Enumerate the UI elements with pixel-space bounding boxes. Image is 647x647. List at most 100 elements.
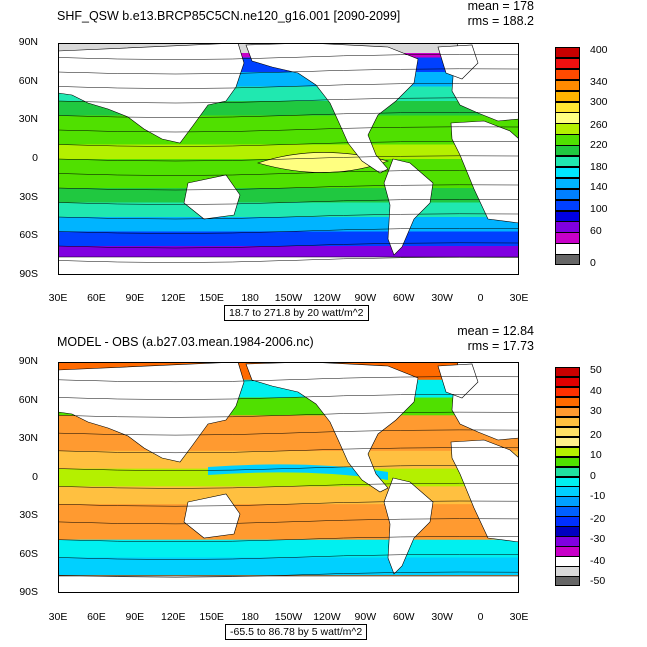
top-map-frame — [58, 43, 519, 275]
colorbar-swatch — [555, 232, 580, 244]
colorbar-swatch — [555, 536, 580, 547]
colorbar-label: 0 — [590, 257, 596, 269]
equatorial-negative-anomaly — [208, 464, 388, 480]
bottom-panel-rms: rms = 17.73 — [467, 339, 534, 353]
colorbar-label: 300 — [590, 96, 608, 108]
contour-line — [58, 482, 519, 489]
bottom-map — [58, 362, 519, 593]
subtropical-pacific-maximum — [256, 152, 390, 173]
land-africa — [450, 120, 519, 224]
contour-line — [58, 571, 519, 578]
lon-tick-label: 60E — [87, 611, 106, 623]
colorbar-swatch — [555, 436, 580, 448]
top-map — [58, 43, 519, 275]
bottom-map-frame — [58, 362, 519, 593]
colorbar-swatch — [555, 376, 580, 388]
bottom-panel-mean: mean = 12.84 — [457, 324, 534, 338]
colorbar-swatch — [555, 221, 580, 233]
colorbar-label: 30 — [590, 405, 602, 417]
colorbar-swatch — [555, 526, 580, 537]
contour-line — [58, 170, 519, 176]
colorbar-swatch — [555, 566, 580, 577]
colorbar-swatch — [555, 210, 580, 222]
colorbar-swatch — [555, 57, 580, 70]
colorbar-swatch — [555, 446, 580, 458]
lon-tick-label: 150E — [199, 292, 224, 304]
colorbar-label: 260 — [590, 119, 608, 131]
colorbar-swatch — [555, 476, 580, 487]
colorbar-swatch — [555, 466, 580, 477]
contour-line — [58, 411, 519, 418]
colorbar-label: 40 — [590, 385, 602, 397]
contour-line — [58, 394, 519, 400]
lon-tick-label: 90E — [125, 611, 145, 623]
colorbar-swatch — [555, 546, 580, 557]
contour-line — [58, 447, 519, 454]
land-northAmerica — [245, 362, 419, 493]
colorbar-label: -40 — [590, 555, 606, 567]
colorbar-swatch — [555, 101, 580, 113]
colorbar-label: -50 — [590, 575, 606, 587]
lon-tick-label: 120E — [160, 292, 186, 304]
lon-tick-label: 120E — [160, 611, 186, 623]
colorbar-swatch — [555, 47, 580, 59]
lon-tick-label: 30W — [431, 611, 453, 623]
colorbar-label: 180 — [590, 161, 608, 173]
lon-tick-label: 0 — [477, 611, 484, 623]
colorbar-swatch — [555, 506, 580, 517]
colorbar-swatch — [555, 177, 580, 190]
colorbar-swatch — [555, 199, 580, 211]
contour-line — [58, 112, 519, 118]
lat-tick-label: 30S — [19, 190, 38, 203]
colorbar-swatch — [555, 112, 580, 124]
contour-line — [58, 500, 519, 507]
contour-line — [58, 518, 519, 525]
lat-tick-label: 0 — [32, 152, 38, 164]
colorbar-label: 10 — [590, 449, 602, 461]
colorbar-label: -10 — [590, 490, 606, 502]
colorbar-swatch — [555, 123, 580, 135]
land-southAmerica — [383, 477, 434, 575]
top-colorbar — [555, 47, 580, 266]
colorbar-label: 220 — [590, 139, 608, 151]
colorbar-label: 20 — [590, 429, 602, 441]
colorbar-swatch — [555, 516, 580, 527]
colorbar-swatch — [555, 386, 580, 398]
lon-tick-label: 120W — [313, 611, 341, 623]
lon-tick-label: 150W — [274, 611, 303, 623]
colorbar-label: 50 — [590, 364, 602, 376]
colorbar-swatch — [555, 134, 580, 146]
colorbar-label: 100 — [590, 203, 608, 215]
lon-tick-label: 30W — [431, 292, 453, 304]
land-antarctica — [58, 256, 519, 275]
lon-tick-label: 30E — [509, 292, 529, 304]
colorbar-swatch — [555, 166, 580, 179]
lon-tick-label: 180 — [241, 292, 259, 304]
colorbar-swatch — [555, 496, 580, 507]
lat-tick-label: 90N — [18, 36, 38, 48]
contour-line — [58, 213, 519, 220]
contour-line — [58, 199, 519, 205]
top-panel-title: SHF_QSW b.e13.BRCP85C5CN.ne120_g16.001 [… — [57, 9, 401, 23]
land-greenland — [437, 363, 479, 399]
colorbar-swatch — [555, 156, 580, 168]
colorbar-swatch — [555, 367, 580, 378]
contour-line — [58, 228, 519, 234]
colorbar-label: 60 — [590, 225, 602, 237]
colorbar-label: -20 — [590, 513, 606, 525]
contour-line — [58, 155, 519, 162]
lon-tick-label: 120W — [313, 292, 341, 304]
colorbar-swatch — [555, 90, 580, 102]
lat-tick-label: 60S — [19, 229, 38, 242]
contour-line — [58, 257, 519, 263]
colorbar-label: 140 — [590, 181, 608, 193]
lat-tick-label: 30N — [18, 432, 38, 444]
bottom-panel-title: MODEL - OBS (a.b27.03.mean.1984-2006.nc) — [57, 335, 314, 349]
contour-line — [58, 554, 519, 560]
lon-tick-label: 90W — [354, 611, 377, 623]
contour-line — [58, 68, 519, 75]
lat-tick-label: 90S — [19, 586, 38, 598]
lon-tick-label: 60W — [392, 611, 415, 623]
contour-line — [58, 141, 519, 147]
lat-tick-label: 0 — [32, 470, 38, 483]
